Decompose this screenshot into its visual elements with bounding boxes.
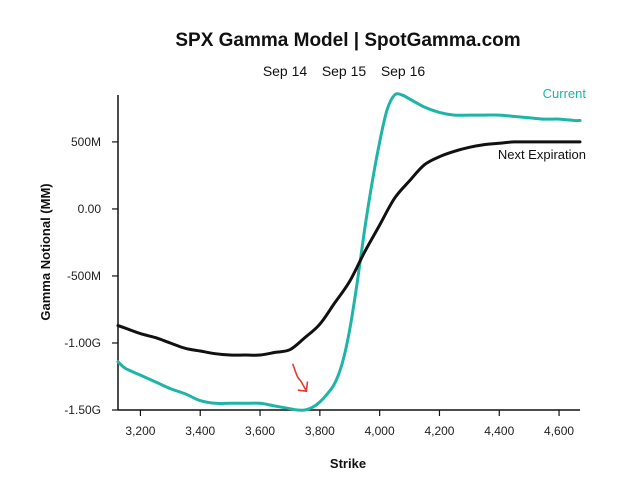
series-layer — [116, 92, 582, 412]
y-axis-title: Gamma Notional (MM) — [38, 183, 53, 320]
expiration-option-sep15[interactable]: Sep 15 — [322, 63, 367, 79]
x-tick-label: 4,200 — [424, 424, 454, 438]
x-tick-label: 3,200 — [125, 424, 155, 438]
x-ticks: 3,200 3,400 3,600 3,800 4,000 4,200 4,400 4,600 — [125, 410, 574, 438]
x-tick-label: 4,400 — [484, 424, 514, 438]
expiration-option-sep14[interactable]: Sep 14 — [263, 63, 308, 79]
y-ticks: -1.50G -1.00G -500M 0.00 500M — [64, 135, 118, 417]
expiration-option-sep16[interactable]: Sep 16 — [381, 63, 426, 79]
annotation-arrow — [292, 363, 308, 392]
series-line-next-expiration — [116, 140, 582, 357]
annotation-arrowhead — [297, 381, 309, 392]
x-tick-label: 4,000 — [365, 424, 395, 438]
series-line-current — [116, 92, 582, 412]
y-tick-label: -1.00G — [64, 336, 101, 350]
y-tick-label: -1.50G — [64, 403, 101, 417]
expiration-selector: Sep 14 Sep 15 Sep 16 — [263, 63, 426, 79]
y-tick-label: 500M — [71, 135, 101, 149]
x-tick-label: 3,800 — [305, 424, 335, 438]
x-tick-label: 3,600 — [245, 424, 275, 438]
series-label-current: Current — [543, 86, 587, 101]
axes: -1.50G -1.00G -500M 0.00 500M 3,200 3,400 3,60… — [64, 95, 580, 438]
series-label-next-expiration: Next Expiration — [498, 147, 586, 162]
x-tick-label: 4,600 — [544, 424, 574, 438]
x-tick-label: 3,400 — [185, 424, 215, 438]
chart-title: SPX Gamma Model | SpotGamma.com — [175, 30, 520, 51]
y-tick-label: -500M — [67, 269, 101, 283]
x-axis-title: Strike — [330, 456, 366, 471]
y-tick-label: 0.00 — [78, 202, 102, 216]
